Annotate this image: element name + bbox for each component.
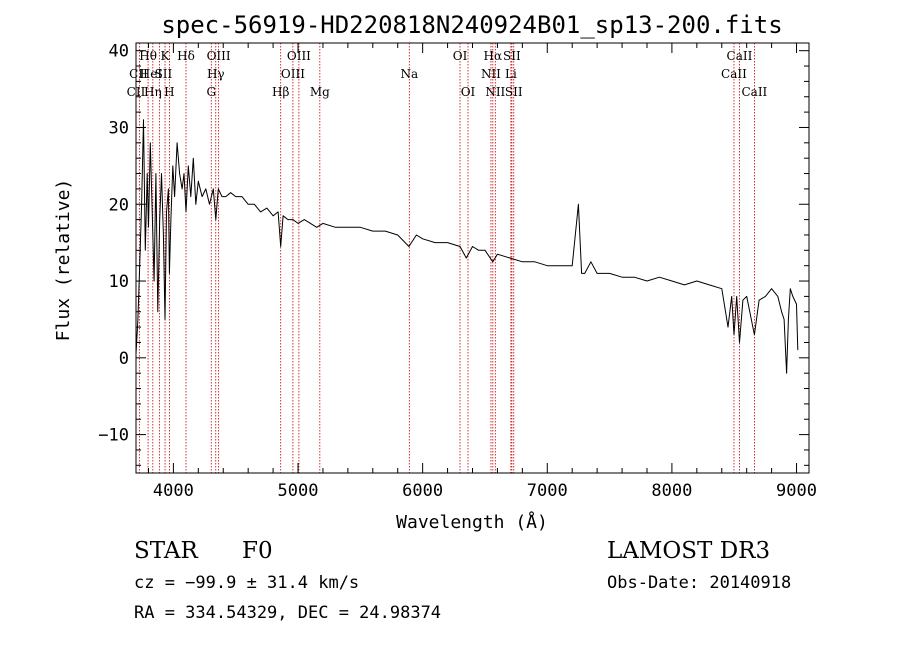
x-axis-ticks: 4000 5000 6000 7000 8000 9000 bbox=[147, 43, 817, 501]
y-axis-ticks: −10 0 10 20 30 40 bbox=[98, 42, 809, 466]
x-tick-label: 4000 bbox=[153, 481, 194, 501]
x-tick-label: 7000 bbox=[527, 481, 568, 501]
y-axis-label: Flux (relative) bbox=[53, 179, 74, 342]
line-label-5: SII bbox=[155, 67, 173, 81]
x-axis-label: Wavelength (Å) bbox=[396, 511, 548, 533]
line-label-24: SII bbox=[505, 85, 523, 99]
line-label-26: CaII bbox=[721, 67, 747, 81]
line-label-21: NII bbox=[481, 67, 501, 81]
line-label-25: CaII bbox=[727, 49, 753, 63]
line-label-7: H bbox=[164, 85, 174, 99]
line-label-23: NII bbox=[485, 85, 505, 99]
line-label-16: Na bbox=[400, 67, 418, 81]
line-label-19: Hα bbox=[484, 49, 503, 63]
x-tick-label: 6000 bbox=[402, 481, 443, 501]
line-label-2: Hθ bbox=[139, 49, 157, 63]
line-label-18: OI bbox=[461, 85, 476, 99]
y-tick-label: −10 bbox=[98, 426, 129, 446]
y-tick-label: 0 bbox=[119, 349, 129, 369]
line-label-3: K bbox=[161, 49, 171, 63]
line-label-12: Hβ bbox=[272, 85, 289, 99]
object-subclass: F0 bbox=[242, 538, 273, 564]
coordinates: RA = 334.54329, DEC = 24.98374 bbox=[134, 603, 442, 623]
line-label-17: OI bbox=[453, 49, 468, 63]
line-label-9: OIII bbox=[207, 49, 231, 63]
line-label-13: OIII bbox=[287, 49, 311, 63]
line-label-20: SII bbox=[503, 49, 521, 63]
object-class: STAR bbox=[134, 538, 198, 564]
plot-frame bbox=[135, 42, 810, 474]
line-label-27: CaII bbox=[741, 85, 767, 99]
line-label-15: Mg bbox=[310, 85, 330, 99]
line-label-1: CII bbox=[129, 67, 148, 81]
spectrum-line bbox=[135, 119, 799, 374]
obs-date: Obs-Date: 20140918 bbox=[607, 573, 792, 593]
y-tick-label: 20 bbox=[109, 195, 129, 215]
line-label-22: Li bbox=[505, 67, 517, 81]
x-tick-label: 9000 bbox=[776, 481, 817, 501]
x-tick-label: 8000 bbox=[651, 481, 692, 501]
chart-title: spec-56919-HD220818N240924B01_sp13-200.f… bbox=[161, 11, 782, 39]
spectrum-series bbox=[135, 119, 799, 374]
line-label-11: G bbox=[206, 85, 216, 99]
survey-name: LAMOST DR3 bbox=[607, 538, 771, 564]
line-markers bbox=[138, 43, 755, 473]
y-tick-label: 10 bbox=[109, 272, 129, 292]
line-label-14: OIII bbox=[281, 67, 305, 81]
line-label-4: HeI bbox=[140, 67, 163, 81]
y-tick-label: 40 bbox=[109, 42, 129, 62]
y-tick-label: 30 bbox=[109, 118, 129, 138]
line-label-6: Hη bbox=[144, 85, 162, 99]
line-label-10: Hγ bbox=[207, 67, 225, 81]
line-label-8: Hδ bbox=[177, 49, 195, 63]
x-tick-label: 5000 bbox=[278, 481, 319, 501]
redshift-text: cz = −99.9 ± 31.4 km/s bbox=[134, 573, 360, 593]
